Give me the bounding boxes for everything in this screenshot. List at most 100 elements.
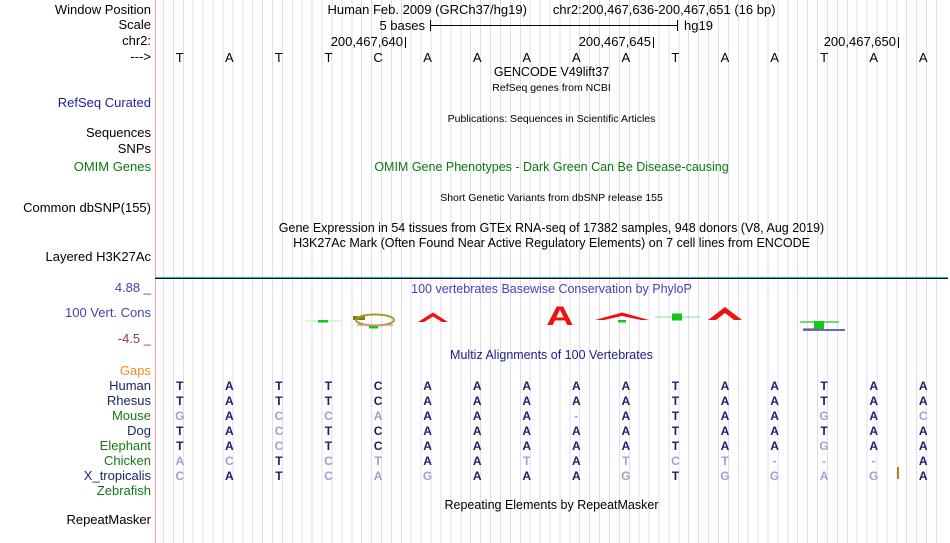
phylop-conservation-glyphs[interactable]: A — [155, 295, 948, 345]
scale-value: 5 bases — [379, 18, 425, 33]
alignment-base: C — [324, 409, 333, 423]
alignment-base: C — [918, 409, 928, 423]
cons-axis-min: -4.5 _ — [117, 331, 151, 346]
alignment-base: G — [175, 409, 185, 423]
window-title: Human Feb. 2009 (GRCh37/hg19) chr2:200,46… — [155, 3, 948, 17]
alignment-base: T — [324, 439, 333, 453]
species-label[interactable]: Rhesus — [106, 393, 151, 408]
alignment-base: A — [225, 439, 234, 453]
track-label-sequences[interactable]: Sequences — [85, 125, 151, 140]
coordinate-tick — [405, 37, 406, 48]
alignment-base: A — [423, 439, 432, 453]
sequence-base: A — [918, 50, 928, 65]
svg-text:A: A — [546, 300, 573, 330]
track-title-omim[interactable]: OMIM Gene Phenotypes - Dark Green Can Be… — [374, 160, 729, 174]
species-label[interactable]: Zebrafish — [96, 483, 151, 498]
sequence-base: T — [671, 50, 680, 65]
track-title-dbsnp[interactable]: Short Genetic Variants from dbSNP releas… — [440, 192, 663, 204]
alignment-base: A — [472, 379, 482, 393]
alignment-base: - — [772, 454, 777, 468]
alignment-base: A — [720, 379, 730, 393]
alignment-base: T — [671, 439, 680, 453]
alignment-base: A — [472, 394, 482, 408]
alignment-base: A — [918, 454, 928, 468]
track-title-h3k27ac[interactable]: H3K27Ac Mark (Often Found Near Active Re… — [293, 236, 810, 250]
alignment-base: C — [671, 454, 680, 468]
species-label[interactable]: Chicken — [104, 453, 151, 468]
alignment-base: A — [225, 379, 234, 393]
track-title-multiz[interactable]: Multiz Alignments of 100 Vertebrates — [450, 348, 653, 362]
alignment-base: T — [176, 394, 184, 408]
alignment-base: C — [225, 454, 234, 468]
alignment-row-rhesus: Rhesus T A T T C A A A A A T A A T A A — [0, 393, 950, 408]
h3k27ac-baseline — [155, 277, 948, 278]
alignment-base: A — [373, 469, 383, 483]
alignment-base: T — [275, 454, 283, 468]
alignment-base: A — [770, 394, 779, 408]
species-label[interactable]: Dog — [127, 423, 151, 438]
track-label-refseq-curated[interactable]: RefSeq Curated — [57, 95, 151, 110]
alignment-base: T — [820, 394, 828, 408]
alignment-base: A — [423, 409, 432, 423]
alignment-base: C — [324, 469, 333, 483]
alignment-base: A — [571, 439, 581, 453]
alignment-base: C — [274, 424, 284, 438]
track-label-layered-h3k27ac[interactable]: Layered H3K27Ac — [45, 249, 151, 264]
track-title-publications[interactable]: Publications: Sequences in Scientific Ar… — [447, 113, 656, 125]
alignment-base: A — [225, 469, 234, 483]
alignment-base: A — [571, 469, 581, 483]
sequence-base: A — [423, 50, 432, 65]
alignment-base: T — [671, 379, 680, 393]
alignment-row-x_tropicalis: X_tropicalis C A T C A G A A A G T G G A G A — [0, 468, 950, 483]
alignment-base: T — [275, 469, 283, 483]
coordinate-row[interactable]: 200,467,640 200,467,645 200,467,650 — [0, 34, 950, 49]
track-label-common-dbsnp[interactable]: Common dbSNP(155) — [23, 200, 151, 215]
track-label-omim-genes[interactable]: OMIM Genes — [73, 159, 151, 174]
sequence-base: T — [324, 50, 333, 65]
species-label[interactable]: Human — [109, 378, 151, 393]
alignment-base: A — [522, 469, 532, 483]
alignment-base: - — [871, 454, 876, 468]
alignment-base: C — [373, 439, 383, 453]
species-label[interactable]: Gaps — [119, 363, 151, 378]
track-label-snps[interactable]: SNPs — [117, 141, 151, 156]
alignment-base: C — [274, 439, 284, 453]
track-title-repeats[interactable]: Repeating Elements by RepeatMasker — [444, 498, 659, 512]
alignment-base: - — [822, 454, 827, 468]
coordinate-label: 200,467,650 — [823, 34, 896, 49]
alignment-base: T — [324, 394, 333, 408]
multiz-alignment[interactable]: Gaps Human T A T T C A A A A A T A A T A A Rhesus T A T T C A A A A… — [0, 363, 950, 498]
alignment-base: T — [820, 379, 828, 393]
alignment-base: A — [522, 439, 532, 453]
track-title-refseq-sub[interactable]: RefSeq genes from NCBI — [492, 82, 611, 94]
species-label[interactable]: Mouse — [111, 408, 151, 423]
alignment-base: A — [472, 424, 482, 438]
track-label-vert-cons[interactable]: 100 Vert. Cons — [65, 305, 151, 320]
alignment-base: A — [869, 424, 878, 438]
alignment-base: C — [373, 394, 383, 408]
position-title: chr2:200,467,636-200,467,651 (16 bp) — [552, 2, 776, 17]
track-title-gtex[interactable]: Gene Expression in 54 tissues from GTEx … — [278, 221, 825, 235]
track-title-gencode[interactable]: GENCODE V49lift37 — [493, 65, 610, 79]
alignment-base: A — [571, 394, 581, 408]
label-chrom: chr2: — [122, 33, 151, 48]
alignment-base: T — [671, 409, 680, 423]
track-title-phylop[interactable]: 100 vertebrates Basewise Conservation by… — [411, 282, 692, 296]
alignment-base: T — [275, 394, 283, 408]
alignment-base: A — [720, 409, 730, 423]
scale-ruler — [430, 20, 678, 31]
alignment-row-human: Human T A T T C A A A A A T A A T A A — [0, 378, 950, 393]
alignment-base: G — [720, 469, 730, 483]
strand-arrow[interactable]: ---> — [130, 49, 151, 64]
sequence-base: A — [621, 50, 631, 65]
alignment-base: A — [918, 439, 928, 453]
coordinate-label: 200,467,640 — [330, 34, 403, 49]
species-label[interactable]: Elephant — [99, 438, 151, 453]
species-label[interactable]: X_tropicalis — [83, 468, 151, 483]
track-label-repeatmasker[interactable]: RepeatMasker — [66, 512, 151, 527]
alignment-row-mouse: Mouse G A C C A A A A - A T A A G A C — [0, 408, 950, 423]
sequence-base: T — [274, 50, 283, 65]
alignment-base: A — [225, 409, 234, 423]
alignment-base: A — [225, 424, 234, 438]
